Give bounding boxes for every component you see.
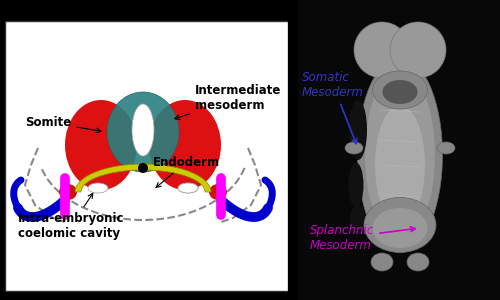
Ellipse shape [149,100,221,190]
Text: Splanchnic
Mesoderm: Splanchnic Mesoderm [310,224,416,252]
Ellipse shape [107,92,179,172]
Ellipse shape [371,253,393,271]
Text: Somite: Somite [25,116,101,133]
Text: Intra-embryonic
coelomic cavity: Intra-embryonic coelomic cavity [18,194,124,240]
Ellipse shape [178,183,198,193]
Circle shape [390,22,446,78]
Circle shape [138,163,148,173]
Ellipse shape [364,197,436,253]
Ellipse shape [132,104,154,156]
Ellipse shape [178,183,198,193]
Ellipse shape [349,100,367,160]
Ellipse shape [372,208,428,248]
Text: Somatic
Mesoderm: Somatic Mesoderm [302,71,364,144]
Ellipse shape [407,253,429,271]
Ellipse shape [209,184,227,200]
Text: Endoderm: Endoderm [153,155,220,188]
Ellipse shape [365,70,435,240]
Bar [290,0,500,300]
Ellipse shape [348,163,364,208]
Ellipse shape [358,58,442,253]
Ellipse shape [375,105,425,225]
Ellipse shape [345,142,363,154]
Bar [288,0,298,300]
Ellipse shape [350,205,366,235]
Ellipse shape [137,109,149,147]
Polygon shape [75,164,211,192]
Ellipse shape [382,80,418,104]
Circle shape [354,22,410,78]
Ellipse shape [88,183,108,193]
Bar [5,21,288,291]
Text: Intermediate
mesoderm: Intermediate mesoderm [175,84,282,119]
Ellipse shape [59,184,77,200]
Ellipse shape [65,100,137,190]
Ellipse shape [437,142,455,154]
Ellipse shape [372,71,428,109]
